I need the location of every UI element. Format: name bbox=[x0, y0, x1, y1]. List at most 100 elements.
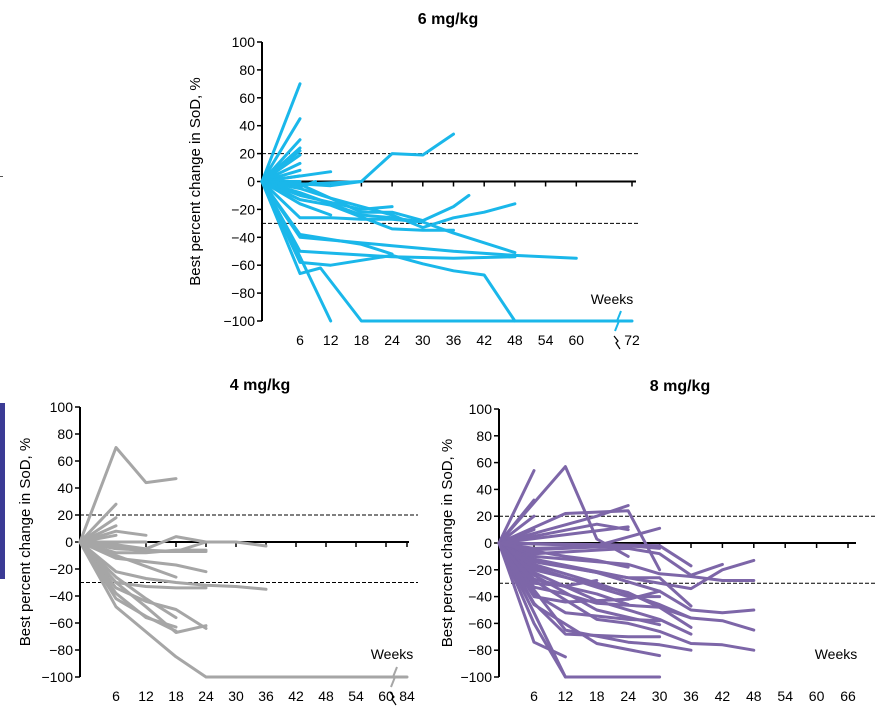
series-line bbox=[497, 541, 567, 679]
y-axis-label: Best percent change in SoD, % bbox=[17, 438, 34, 646]
y-tick-label: −80 bbox=[231, 285, 255, 301]
y-tick-label: 60 bbox=[57, 453, 73, 469]
y-tick-label: 0 bbox=[65, 534, 73, 550]
series-line bbox=[260, 180, 333, 217]
series-line bbox=[260, 170, 333, 183]
x-tick-label: 6 bbox=[112, 688, 120, 704]
y-tick-label: 20 bbox=[476, 508, 492, 524]
y-tick-label: −100 bbox=[460, 669, 492, 685]
series-line bbox=[497, 525, 630, 545]
series-line bbox=[497, 541, 693, 568]
x-tick-label: 6 bbox=[530, 688, 538, 704]
x-tick-label: 42 bbox=[476, 332, 492, 348]
series-line bbox=[78, 540, 268, 553]
series-line bbox=[497, 541, 662, 679]
x-tick-label: 60 bbox=[378, 688, 394, 704]
series-line bbox=[78, 540, 208, 634]
x-tick-label: 60 bbox=[569, 332, 585, 348]
x-tick-label: 12 bbox=[323, 332, 339, 348]
series-line bbox=[78, 540, 268, 591]
series-line bbox=[260, 117, 302, 183]
series-line bbox=[497, 541, 599, 588]
y-tick-label: 20 bbox=[239, 146, 255, 162]
x-tick-label: 54 bbox=[777, 688, 793, 704]
y-tick-label: 80 bbox=[239, 62, 255, 78]
x-tick-label: 60 bbox=[809, 688, 825, 704]
x-axis-break-mark bbox=[613, 335, 621, 350]
y-tick-label: −20 bbox=[231, 201, 255, 217]
y-tick-label: 80 bbox=[57, 426, 73, 442]
axis-break-mark bbox=[390, 666, 398, 688]
x-tick-label: 36 bbox=[258, 688, 274, 704]
x-axis-label: Weeks bbox=[371, 646, 414, 662]
y-tick-label: −40 bbox=[468, 589, 492, 605]
x-axis-label: Weeks bbox=[815, 646, 858, 662]
y-tick-label: 40 bbox=[476, 481, 492, 497]
x-tick-label: 66 bbox=[840, 688, 856, 704]
series-line bbox=[260, 180, 517, 255]
series-line bbox=[78, 540, 208, 630]
y-axis-label: Best percent change in SoD, % bbox=[187, 77, 204, 285]
series-line bbox=[260, 180, 517, 323]
y-tick-label: −40 bbox=[231, 229, 255, 245]
y-tick-label: 40 bbox=[239, 118, 255, 134]
x-tick-label: 54 bbox=[538, 332, 554, 348]
left-edge-mark bbox=[0, 176, 3, 177]
y-tick-label: −80 bbox=[468, 642, 492, 658]
x-axis-break-mark bbox=[389, 691, 397, 706]
x-tick-label: 54 bbox=[348, 688, 364, 704]
series-line bbox=[497, 541, 567, 659]
x-tick-label: 48 bbox=[507, 332, 523, 348]
panel-8mgkg: 8 mg/kg Best percent change in SoD, % 100 8… bbox=[439, 378, 875, 704]
series-line bbox=[260, 180, 578, 260]
x-tick-label: 30 bbox=[228, 688, 244, 704]
series-line bbox=[78, 540, 208, 555]
y-tick-label: 100 bbox=[232, 34, 256, 50]
x-tick-label: 18 bbox=[168, 688, 184, 704]
x-tick-label: 48 bbox=[746, 688, 762, 704]
series-line bbox=[497, 504, 630, 545]
series-line bbox=[260, 82, 302, 183]
panel-6mgkg: 6 mg/kg Best percent change in SoD, % 100 8… bbox=[187, 11, 640, 350]
x-tick-label: 12 bbox=[558, 688, 574, 704]
y-axis-label: Best percent change in SoD, % bbox=[439, 439, 456, 647]
series-line bbox=[497, 541, 756, 632]
series-line bbox=[78, 540, 409, 679]
y-tick-label: 0 bbox=[484, 535, 492, 551]
y-tick-label: −100 bbox=[223, 313, 255, 329]
series-line bbox=[497, 541, 724, 577]
chart-title: 6 mg/kg bbox=[418, 11, 478, 28]
x-tick-label: 30 bbox=[415, 332, 431, 348]
x-tick-label: 42 bbox=[715, 688, 731, 704]
series-line bbox=[78, 540, 178, 579]
chart-title: 4 mg/kg bbox=[230, 377, 290, 394]
y-tick-label: 0 bbox=[247, 174, 255, 190]
x-tick-label: 72 bbox=[624, 332, 640, 348]
x-tick-label: 48 bbox=[318, 688, 334, 704]
series-line bbox=[78, 540, 178, 620]
y-tick-label: −60 bbox=[468, 615, 492, 631]
series-line bbox=[497, 541, 756, 652]
x-tick-label: 30 bbox=[652, 688, 668, 704]
x-tick-label: 12 bbox=[138, 688, 154, 704]
y-tick-label: −100 bbox=[41, 669, 73, 685]
y-tick-label: −60 bbox=[231, 257, 255, 273]
x-tick-label: 24 bbox=[620, 688, 636, 704]
y-tick-label: 40 bbox=[57, 480, 73, 496]
series-line bbox=[497, 541, 662, 658]
x-tick-label: 18 bbox=[589, 688, 605, 704]
y-tick-label: 100 bbox=[469, 401, 493, 417]
y-tick-label: −20 bbox=[49, 561, 73, 577]
x-tick-label: 6 bbox=[296, 332, 304, 348]
x-axis-label: Weeks bbox=[591, 291, 634, 307]
y-tick-label: 60 bbox=[476, 455, 492, 471]
x-tick-label: 84 bbox=[399, 688, 415, 704]
series-line bbox=[497, 541, 630, 569]
series-line bbox=[260, 180, 634, 323]
x-tick-label: 36 bbox=[683, 688, 699, 704]
series-line bbox=[497, 509, 662, 572]
x-tick-label: 24 bbox=[384, 332, 400, 348]
x-tick-label: 36 bbox=[446, 332, 462, 348]
y-tick-label: −60 bbox=[49, 615, 73, 631]
